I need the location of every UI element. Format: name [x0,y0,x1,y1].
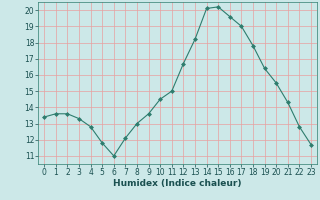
X-axis label: Humidex (Indice chaleur): Humidex (Indice chaleur) [113,179,242,188]
